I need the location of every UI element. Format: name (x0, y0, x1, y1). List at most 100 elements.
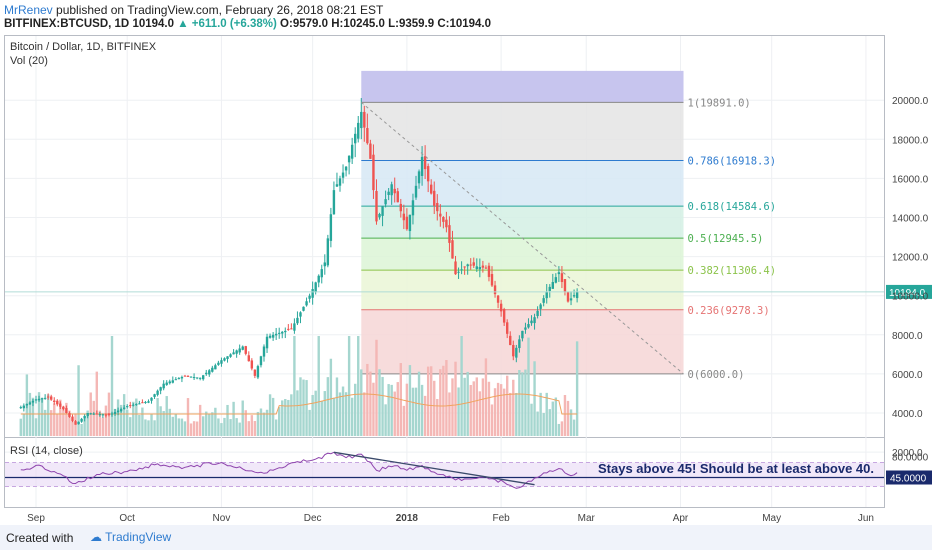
fib-level-label: 0.618(14584.6) (688, 201, 777, 213)
candle-body (40, 398, 44, 400)
volume-bar (314, 390, 317, 436)
candle-body (265, 336, 269, 349)
author-link[interactable]: MrRenev (4, 3, 53, 17)
candle-body (56, 400, 59, 405)
candle-body (153, 394, 156, 397)
volume-bar (147, 420, 150, 436)
candle-body (375, 191, 378, 222)
volume-bar (144, 419, 147, 436)
fib-band (361, 102, 684, 161)
volume-bar (502, 388, 506, 436)
candle-body (512, 344, 515, 357)
time-tick-label: Oct (119, 513, 135, 524)
volume-bar (363, 392, 366, 436)
candle-body (223, 358, 226, 361)
candle-body (229, 354, 232, 357)
volume-bar (208, 413, 211, 436)
candle-body (268, 335, 272, 338)
candle-body (37, 398, 41, 401)
time-tick-label: 2018 (396, 513, 419, 524)
volume-bar (499, 384, 503, 436)
volume-bar (302, 379, 305, 436)
volume-bar (390, 384, 393, 436)
candle-body (126, 406, 129, 408)
volume-bar (262, 412, 266, 436)
volume-bar (460, 336, 463, 436)
volume-bar (101, 417, 105, 436)
volume-bar (80, 423, 83, 436)
volume-bar (311, 394, 314, 436)
volume-bar (524, 369, 527, 436)
price-tick-label: 2000.0 (892, 448, 923, 459)
volume-bar (530, 403, 533, 436)
volume-bar (226, 404, 229, 436)
candle-body (235, 350, 238, 354)
candle-body (426, 166, 430, 182)
chart-canvas[interactable]: 1(19891.0) 0.786(16918.3) 0.618(14584.6) 0.… (0, 0, 932, 525)
candle-body (119, 409, 123, 412)
volume-bar (454, 361, 457, 436)
candle-body (162, 383, 165, 389)
volume-bar (487, 381, 491, 436)
volume-bar (557, 423, 561, 436)
candle-body (539, 304, 542, 309)
candle-body (34, 399, 38, 401)
candle-body (274, 333, 278, 336)
candle-body (490, 274, 494, 286)
volume-bar (536, 411, 539, 436)
volume-bar (554, 397, 558, 436)
time-tick-label: Sep (27, 513, 45, 524)
candle-body (183, 375, 187, 377)
candle-body (59, 403, 62, 407)
volume-bar (129, 417, 132, 436)
price-tick-label: 6000.0 (892, 370, 923, 381)
volume-bar (46, 394, 50, 436)
candle-body (113, 412, 117, 414)
candle-body (28, 402, 32, 405)
volume-bar (448, 392, 451, 436)
footer: Created with ☁ TradingView (0, 525, 932, 550)
candle-body (563, 279, 567, 292)
candle-body (509, 335, 512, 346)
price-tick-label: 12000.0 (892, 253, 929, 264)
candle-body (393, 188, 396, 194)
volume-bar (141, 407, 144, 436)
volume-bar (232, 401, 235, 436)
candle-body (469, 264, 472, 266)
candle-body (417, 171, 421, 184)
candle-body (451, 240, 454, 259)
volume-bar (360, 369, 363, 436)
candle-body (439, 213, 442, 217)
candle-body (110, 413, 114, 415)
candle-body (132, 404, 135, 406)
fib-level-label: 1(19891.0) (688, 97, 751, 109)
ohlc-values: O:9579.0 H:10245.0 L:9359.9 C:10194.0 (280, 18, 492, 30)
volume-bar (265, 409, 269, 436)
candle-body (168, 381, 171, 384)
candle-body (481, 265, 485, 268)
candle-body (399, 203, 402, 212)
candle-body (341, 172, 345, 178)
candle-body (363, 111, 366, 128)
candle-body (387, 191, 390, 195)
volume-bar (560, 421, 564, 436)
candle-body (83, 415, 86, 419)
drawing-overlays[interactable]: 10194.0 (5, 101, 932, 375)
candle-body (247, 355, 250, 362)
candle-body (536, 310, 539, 317)
volume-bar (463, 377, 466, 436)
volume-bar (515, 392, 518, 436)
fibonacci-retracement[interactable]: 1(19891.0) 0.786(16918.3) 0.618(14584.6) 0.… (361, 70, 777, 381)
volume-bar (271, 397, 275, 436)
chart-header: MrRenev published on TradingView.com, Fe… (0, 0, 932, 34)
volume-bar (198, 404, 202, 436)
candle-body (430, 184, 433, 194)
volume-bar (296, 390, 299, 436)
volume-bar (165, 396, 168, 436)
candle-body (344, 166, 348, 171)
volume-bar (369, 371, 372, 436)
rsi-label: RSI (14, close) (10, 445, 83, 457)
candle-body (198, 377, 202, 379)
tradingview-logo[interactable]: ☁ TradingView (90, 530, 171, 544)
candle-body (101, 414, 105, 416)
